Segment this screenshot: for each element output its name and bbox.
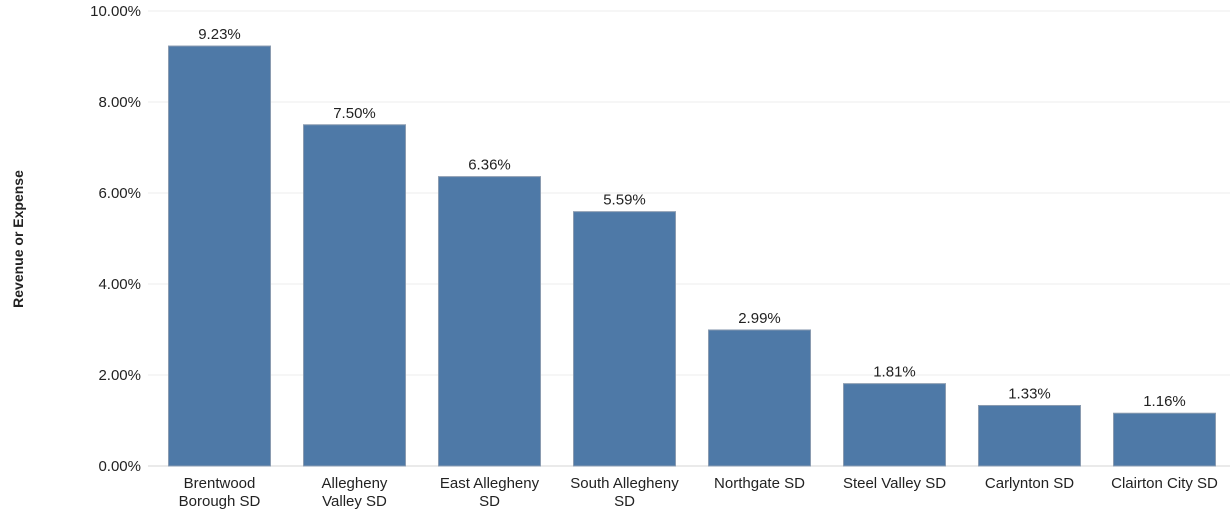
x-tick-label: Brentwood Borough SD (179, 475, 261, 510)
y-tick-label: 2.00% (98, 367, 141, 384)
data-label: 5.59% (603, 192, 646, 209)
bar (438, 176, 541, 467)
bar (168, 45, 271, 467)
x-tick-label: Steel Valley SD (843, 475, 946, 492)
y-tick-label: 6.00% (98, 185, 141, 202)
bar (303, 124, 406, 467)
data-label: 6.36% (468, 157, 511, 174)
y-tick-label: 8.00% (98, 94, 141, 111)
y-tick-label: 4.00% (98, 276, 141, 293)
y-axis-label: Revenue or Expense (10, 170, 26, 308)
data-label: 9.23% (198, 26, 241, 43)
x-tick-label: Clairton City SD (1111, 475, 1218, 492)
data-label: 7.50% (333, 105, 376, 122)
bar (1113, 412, 1216, 467)
x-tick-label: Northgate SD (714, 475, 805, 492)
data-label: 1.16% (1143, 393, 1186, 410)
data-label: 1.33% (1008, 385, 1051, 402)
data-label: 1.81% (873, 364, 916, 381)
bar (708, 329, 811, 467)
y-axis-ticks: 0.00% 2.00% 4.00% 6.00% 8.00% 10.00% (90, 3, 141, 475)
x-axis-ticks: Brentwood Borough SD Allegheny Valley SD Eas… (179, 475, 1218, 510)
y-tick-label: 0.00% (98, 458, 141, 475)
x-tick-label: Allegheny Valley SD (322, 475, 388, 510)
bar (978, 404, 1081, 467)
data-labels: 9.23% 7.50% 6.36% 5.59% 2.99% 1.81% 1.33% 1.16% (198, 26, 1186, 410)
y-tick-label: 10.00% (90, 3, 141, 20)
x-tick-label: South Allegheny SD (570, 475, 679, 510)
bars (168, 45, 1216, 467)
bar (843, 383, 946, 467)
x-tick-label: Carlynton SD (985, 475, 1074, 492)
x-tick-label: East Allegheny SD (440, 475, 540, 510)
data-label: 2.99% (738, 310, 781, 327)
bar (573, 211, 676, 467)
